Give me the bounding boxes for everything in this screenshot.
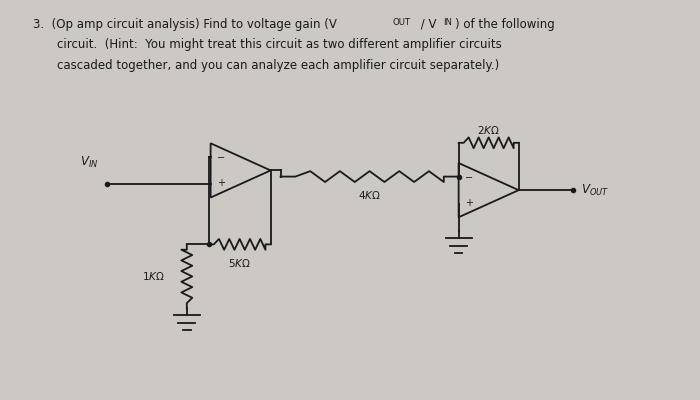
Text: +: + (216, 178, 225, 188)
Text: ) of the following: ) of the following (455, 18, 554, 30)
Text: +: + (465, 198, 472, 208)
Text: $5K\Omega$: $5K\Omega$ (228, 257, 251, 269)
Text: −: − (216, 153, 225, 163)
Text: circuit.  (Hint:  You might treat this circuit as two different amplifier circui: circuit. (Hint: You might treat this cir… (57, 38, 502, 51)
Text: IN: IN (443, 18, 452, 26)
Text: 3.  (Op amp circuit analysis) Find to voltage gain (V: 3. (Op amp circuit analysis) Find to vol… (32, 18, 337, 30)
Text: −: − (465, 172, 472, 182)
Text: $2K\Omega$: $2K\Omega$ (477, 124, 500, 136)
Text: / V: / V (417, 18, 437, 30)
Text: $V_{OUT}$: $V_{OUT}$ (581, 182, 609, 198)
Text: OUT: OUT (392, 18, 410, 26)
Text: cascaded together, and you can analyze each amplifier circuit separately.): cascaded together, and you can analyze e… (57, 59, 500, 72)
Text: $V_{IN}$: $V_{IN}$ (80, 155, 99, 170)
Text: $1K\Omega$: $1K\Omega$ (142, 270, 165, 282)
Text: $4K\Omega$: $4K\Omega$ (358, 189, 381, 201)
